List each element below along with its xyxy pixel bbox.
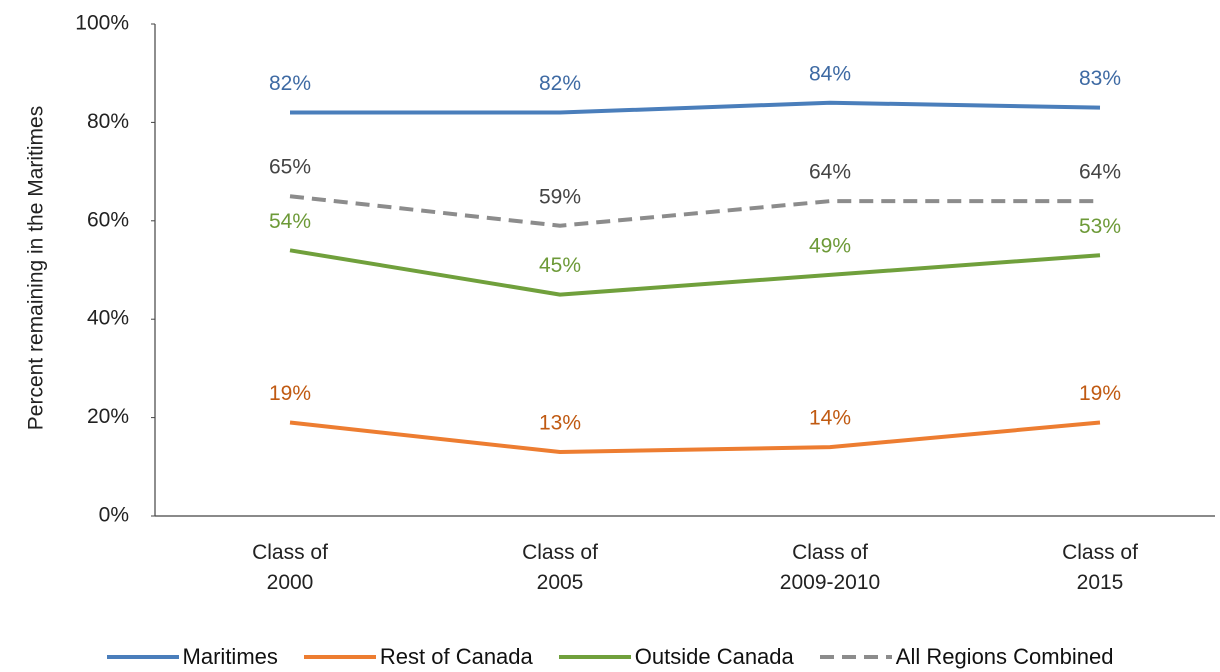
series-line xyxy=(290,100,1101,115)
data-label: 82% xyxy=(539,72,581,95)
y-tick-label: 20% xyxy=(87,405,129,428)
data-label: 83% xyxy=(1079,67,1121,90)
legend-swatch xyxy=(303,655,376,659)
y-tick-label: 0% xyxy=(99,504,129,527)
data-label: 84% xyxy=(809,62,851,85)
x-tick-label: Class of 2000 xyxy=(252,541,328,594)
legend-label: Outside Canada xyxy=(634,644,794,669)
series-line xyxy=(289,248,1101,297)
y-tick-label: 80% xyxy=(87,110,129,133)
legend-item: Maritimes xyxy=(106,644,278,670)
data-label: 19% xyxy=(269,382,311,405)
legend-label: Rest of Canada xyxy=(379,644,533,669)
legend-item: Rest of Canada xyxy=(303,644,533,670)
data-label: 82% xyxy=(269,72,311,95)
x-tick-label: Class of 2009-2010 xyxy=(779,541,881,594)
series-line xyxy=(289,194,1100,228)
data-label: 53% xyxy=(1079,215,1121,238)
legend-swatch xyxy=(558,655,631,659)
y-tick-label: 100% xyxy=(75,12,129,35)
data-label: 19% xyxy=(1079,382,1121,405)
y-tick-label: 60% xyxy=(87,208,129,231)
x-tick-label: Class of 2015 xyxy=(1062,541,1138,594)
legend-swatch xyxy=(819,655,892,659)
data-label: 45% xyxy=(539,254,581,277)
data-label: 64% xyxy=(809,161,851,184)
legend-label: Maritimes xyxy=(182,644,278,669)
data-label: 59% xyxy=(539,185,581,208)
data-label: 14% xyxy=(809,407,851,430)
y-tick-label: 40% xyxy=(87,307,129,330)
legend-item: Outside Canada xyxy=(558,644,794,670)
legend: Maritimes Rest of Canada Outside Canada All… xyxy=(0,644,1220,670)
y-axis-title: Percent remaining in the Maritimes xyxy=(25,106,48,430)
data-label: 65% xyxy=(269,156,311,179)
data-label: 13% xyxy=(539,412,581,435)
x-tick-label: Class of 2005 xyxy=(522,541,598,594)
data-label: 64% xyxy=(1079,161,1121,184)
legend-label: All Regions Combined xyxy=(895,644,1114,669)
series-line xyxy=(289,420,1101,455)
legend-swatch xyxy=(106,655,179,659)
data-label: 54% xyxy=(269,210,311,233)
data-label: 49% xyxy=(809,234,851,257)
legend-item: All Regions Combined xyxy=(819,644,1114,670)
